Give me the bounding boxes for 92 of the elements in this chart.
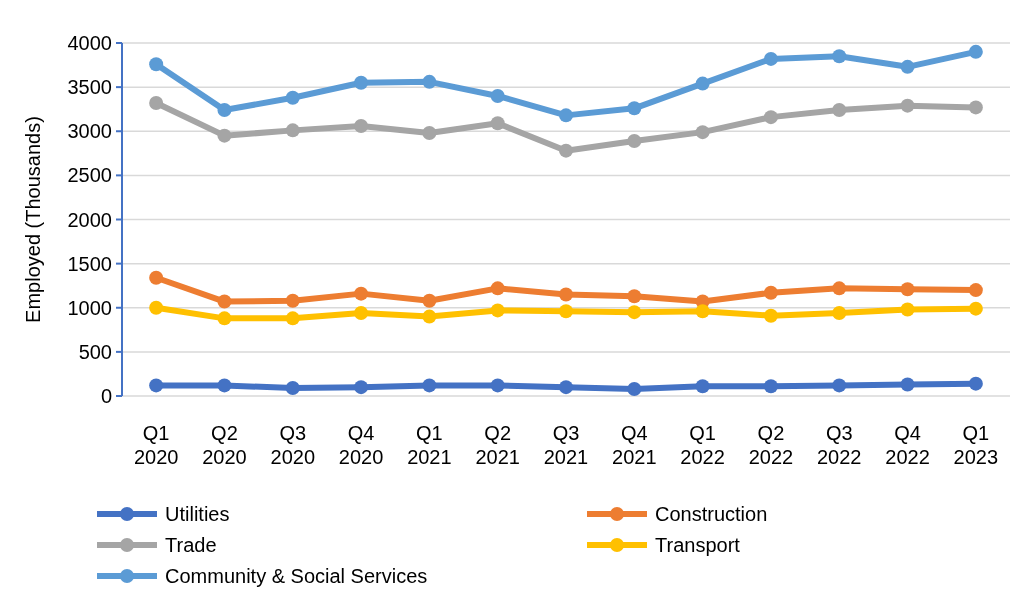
point	[559, 108, 573, 123]
point	[354, 75, 369, 90]
point	[490, 281, 505, 296]
point	[900, 302, 915, 317]
point	[217, 103, 232, 118]
x-tick-label: Q3 2022	[816, 422, 862, 468]
point	[559, 380, 573, 395]
point	[217, 378, 232, 393]
point	[627, 289, 642, 304]
y-tick-label: 4000	[67, 32, 112, 54]
point	[490, 116, 505, 131]
point	[900, 59, 915, 74]
x-tick-label: Q2 2021	[475, 422, 520, 468]
point	[559, 304, 573, 319]
x-tick-label: Q1 2021	[407, 422, 452, 468]
x-tick-label: Q1 2020	[133, 422, 179, 468]
y-tick-label: 500	[78, 340, 112, 363]
point	[900, 377, 915, 392]
point	[285, 293, 300, 308]
legend-label: Community & Social Services	[165, 565, 428, 587]
point	[900, 282, 915, 297]
y-tick-label: 2000	[67, 208, 112, 231]
point	[627, 381, 642, 396]
point	[285, 123, 300, 138]
point	[149, 378, 164, 393]
point	[217, 311, 232, 326]
point	[422, 74, 437, 89]
point	[354, 306, 369, 321]
point	[149, 96, 164, 111]
point	[422, 126, 437, 141]
x-tick-label: Q4 2020	[338, 422, 384, 468]
y-axis-title: Employed (Thousands)	[22, 116, 44, 323]
point	[217, 294, 232, 309]
point	[149, 270, 164, 285]
point	[763, 110, 778, 125]
point	[149, 300, 164, 315]
y-tick-label: 3000	[67, 120, 112, 143]
point	[763, 379, 778, 394]
point	[422, 378, 437, 393]
x-tick-label: Q1 2023	[953, 422, 999, 468]
y-tick-label: 2500	[67, 164, 112, 187]
point	[559, 287, 573, 302]
point	[968, 376, 983, 391]
point	[217, 128, 232, 143]
y-tick-label: 3500	[67, 76, 112, 99]
point	[968, 44, 983, 59]
point	[422, 293, 437, 308]
point	[763, 308, 778, 323]
point	[285, 381, 300, 396]
point	[285, 90, 300, 105]
point	[900, 98, 915, 113]
x-tick-label: Q3 2021	[543, 422, 589, 468]
legend-label: Transport	[655, 534, 741, 556]
point	[763, 285, 778, 300]
x-tick-label: Q1 2022	[680, 422, 725, 468]
point	[968, 301, 983, 316]
point	[490, 378, 505, 393]
y-tick-label: 1000	[67, 296, 112, 319]
point	[354, 118, 369, 133]
point	[354, 286, 369, 301]
legend-label: Construction	[655, 503, 768, 525]
y-tick-label: 0	[100, 385, 112, 407]
point	[627, 101, 642, 116]
point	[832, 378, 847, 393]
point	[559, 143, 573, 158]
point	[968, 100, 983, 115]
point	[285, 311, 300, 326]
point	[832, 103, 847, 118]
point	[695, 76, 710, 91]
point	[832, 281, 847, 296]
legend-label: Utilities	[165, 503, 230, 525]
point	[968, 283, 983, 298]
point	[695, 379, 710, 394]
point	[763, 51, 778, 66]
point	[490, 88, 505, 103]
point	[422, 309, 437, 324]
point	[695, 125, 710, 140]
y-tick-label: 1500	[67, 252, 112, 275]
x-tick-label: Q3 2020	[270, 422, 316, 468]
point	[490, 303, 505, 318]
point	[627, 133, 642, 148]
point	[354, 380, 369, 395]
point	[627, 305, 642, 320]
point	[832, 49, 847, 64]
point	[149, 57, 164, 72]
point	[695, 304, 710, 319]
x-tick-label: Q4 2021	[612, 422, 657, 468]
point	[832, 306, 847, 321]
x-tick-label: Q4 2022	[885, 422, 930, 468]
x-tick-label: Q2 2020	[202, 422, 247, 468]
legend-label: Trade	[165, 534, 217, 556]
x-tick-label: Q2 2022	[748, 422, 794, 468]
